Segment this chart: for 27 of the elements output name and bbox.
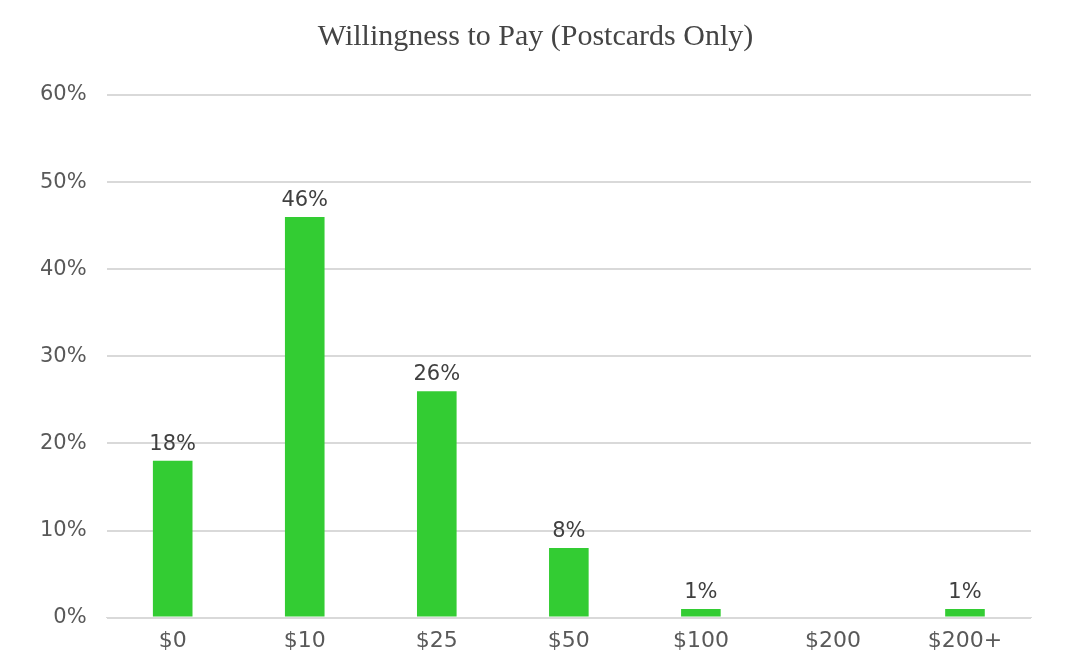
y-tick-label: 40%: [39, 255, 87, 280]
data-label: 18%: [149, 430, 197, 455]
y-tick-label: 50%: [39, 168, 87, 193]
bar: [549, 547, 589, 617]
y-tick-label: 20%: [39, 429, 87, 454]
y-tick-label: 0%: [53, 604, 87, 629]
bar: [152, 460, 193, 617]
bar: [681, 608, 721, 617]
data-label: 1%: [948, 578, 982, 603]
data-label: 26%: [413, 361, 461, 386]
data-label: 8%: [552, 517, 586, 542]
bar: [945, 608, 985, 617]
bar: [284, 216, 325, 617]
x-tick-label: $25: [415, 626, 458, 652]
x-tick-label: $0: [158, 626, 187, 652]
y-tick-label: 30%: [39, 342, 87, 367]
x-tick-label: $200+: [927, 626, 1003, 652]
chart-title: Willingness to Pay (Postcards Only): [316, 18, 755, 52]
x-tick-label: $50: [547, 626, 590, 652]
data-label: 1%: [684, 578, 718, 603]
x-tick-label: $100: [672, 626, 729, 652]
y-tick-label: 10%: [39, 516, 87, 541]
data-label: 46%: [281, 186, 329, 211]
y-tick-label: 60%: [39, 81, 87, 106]
x-tick-label: $10: [283, 626, 326, 652]
bar: [416, 391, 457, 617]
x-tick-label: $200: [804, 626, 861, 652]
